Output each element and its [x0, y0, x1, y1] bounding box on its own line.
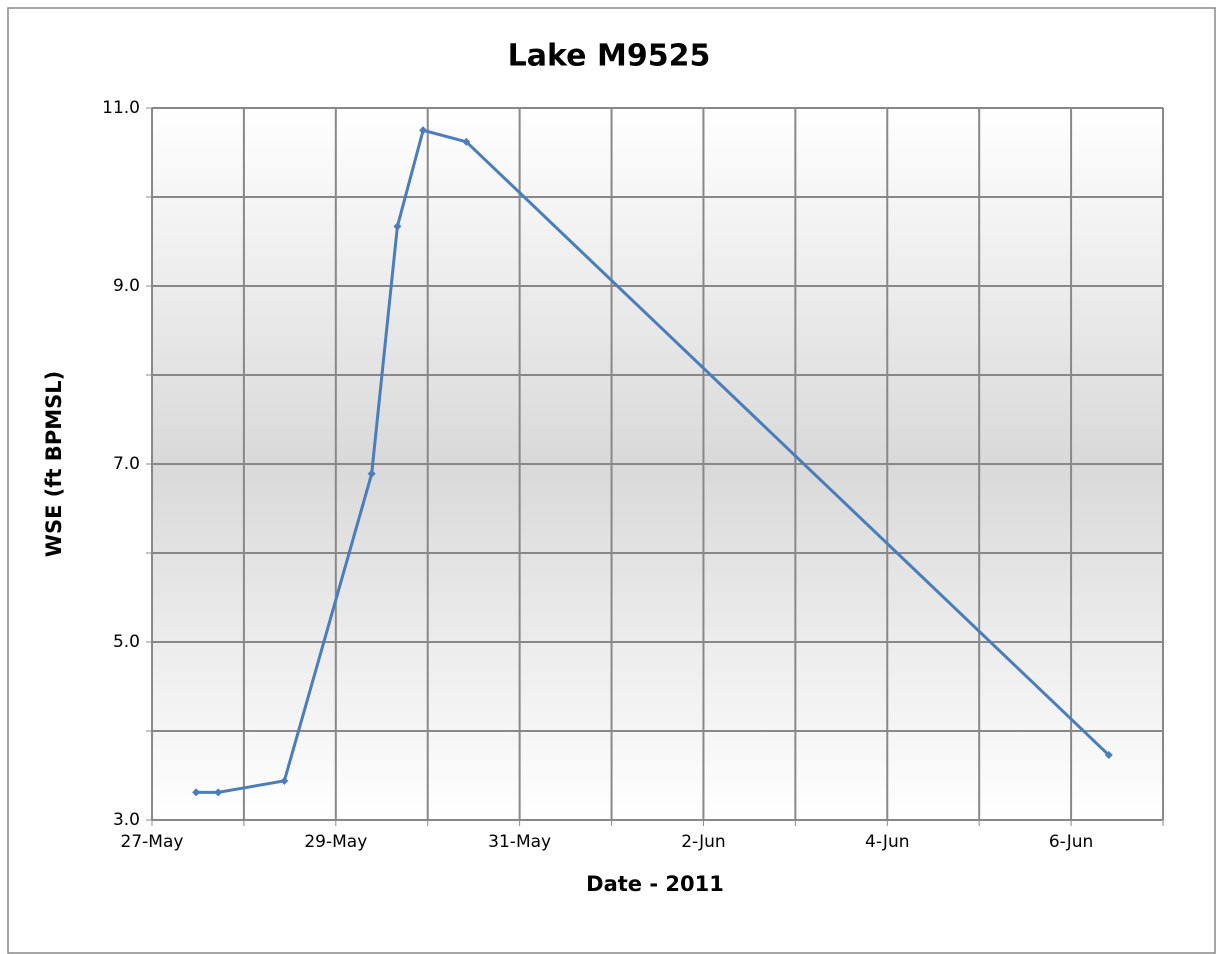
- x-tick-label: 4-Jun: [865, 832, 909, 852]
- data-point: [462, 137, 471, 146]
- chart-title: Lake M9525: [508, 39, 711, 74]
- y-tick-label: 11.0: [102, 98, 140, 118]
- y-tick-label: 3.0: [113, 810, 140, 830]
- data-point: [214, 788, 223, 797]
- data-point: [393, 222, 402, 231]
- data-line: [196, 128, 1110, 794]
- x-tick-label: 27-May: [121, 832, 184, 852]
- y-tick-label: 5.0: [113, 632, 140, 652]
- data-point: [1104, 751, 1113, 760]
- data-point: [367, 469, 376, 478]
- y-axis-label: WSE (ft BPMSL): [42, 371, 66, 557]
- y-tick-label: 9.0: [113, 276, 140, 296]
- data-point: [192, 788, 201, 797]
- x-tick-label: 29-May: [304, 832, 367, 852]
- x-tick-label: 31-May: [488, 832, 551, 852]
- chart-frame: [7, 7, 1216, 954]
- data-point: [419, 126, 428, 135]
- y-tick-label: 7.0: [113, 454, 140, 474]
- data-point: [280, 776, 289, 785]
- x-axis-label: Date - 2011: [586, 872, 724, 896]
- x-tick-label: 6-Jun: [1049, 832, 1093, 852]
- x-tick-label: 2-Jun: [681, 832, 725, 852]
